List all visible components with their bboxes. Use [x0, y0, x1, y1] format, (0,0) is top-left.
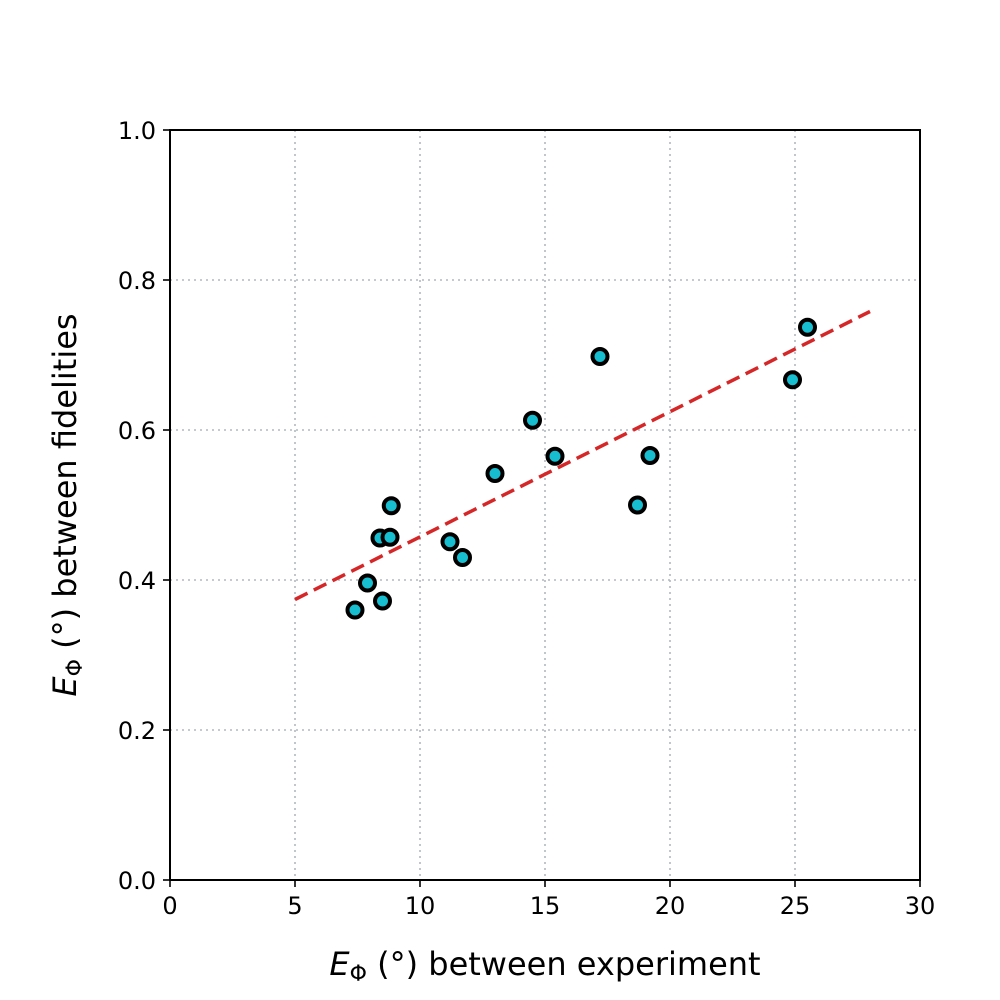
y-tick-label: 0.4 — [118, 567, 156, 595]
data-point — [628, 495, 647, 515]
x-axis-label-symbol: E — [329, 945, 350, 983]
x-axis-label-text: (°) between experiment — [367, 945, 761, 983]
data-point — [590, 347, 610, 366]
x-tick-label: 5 — [287, 892, 302, 920]
grid — [170, 130, 920, 880]
y-axis-label-subscript: Φ — [63, 659, 88, 676]
data-points — [345, 317, 817, 620]
y-axis-label-text: (°) between fidelities — [46, 313, 84, 659]
data-point — [545, 446, 565, 466]
data-point — [798, 317, 817, 337]
fit-line-layer — [294, 309, 871, 602]
y-tick-label: 0.8 — [118, 267, 156, 295]
data-point — [358, 573, 377, 593]
x-tick-label: 0 — [162, 892, 177, 920]
y-tick-label: 0.0 — [118, 867, 156, 895]
y-tick-label: 1.0 — [118, 117, 156, 145]
x-axis-label-subscript: Φ — [350, 962, 367, 987]
data-point — [381, 496, 401, 516]
y-tick-label: 0.6 — [118, 417, 156, 445]
data-point — [485, 464, 505, 483]
y-axis-label: EΦ (°) between fidelities — [46, 313, 88, 696]
data-point — [373, 591, 392, 611]
data-point — [640, 446, 660, 465]
x-tick-label: 15 — [530, 892, 561, 920]
data-point — [440, 532, 460, 552]
x-tick-label: 25 — [780, 892, 811, 920]
x-tick-label: 20 — [655, 892, 686, 920]
x-tick-label: 10 — [405, 892, 436, 920]
data-point — [345, 600, 365, 620]
data-point — [453, 548, 472, 567]
y-axis-label-symbol: E — [46, 676, 84, 697]
fit-line — [294, 309, 871, 602]
axis-ticks: 0 5 10 15 20 25 30 0.0 0.2 0.4 0.6 0.8 1.0 — [118, 117, 935, 920]
x-axis-label: EΦ (°) between experiment — [329, 945, 760, 987]
data-point — [380, 527, 400, 547]
data-point — [783, 370, 802, 390]
y-tick-label: 0.2 — [118, 717, 156, 745]
data-point — [523, 410, 542, 430]
x-tick-label: 30 — [905, 892, 936, 920]
